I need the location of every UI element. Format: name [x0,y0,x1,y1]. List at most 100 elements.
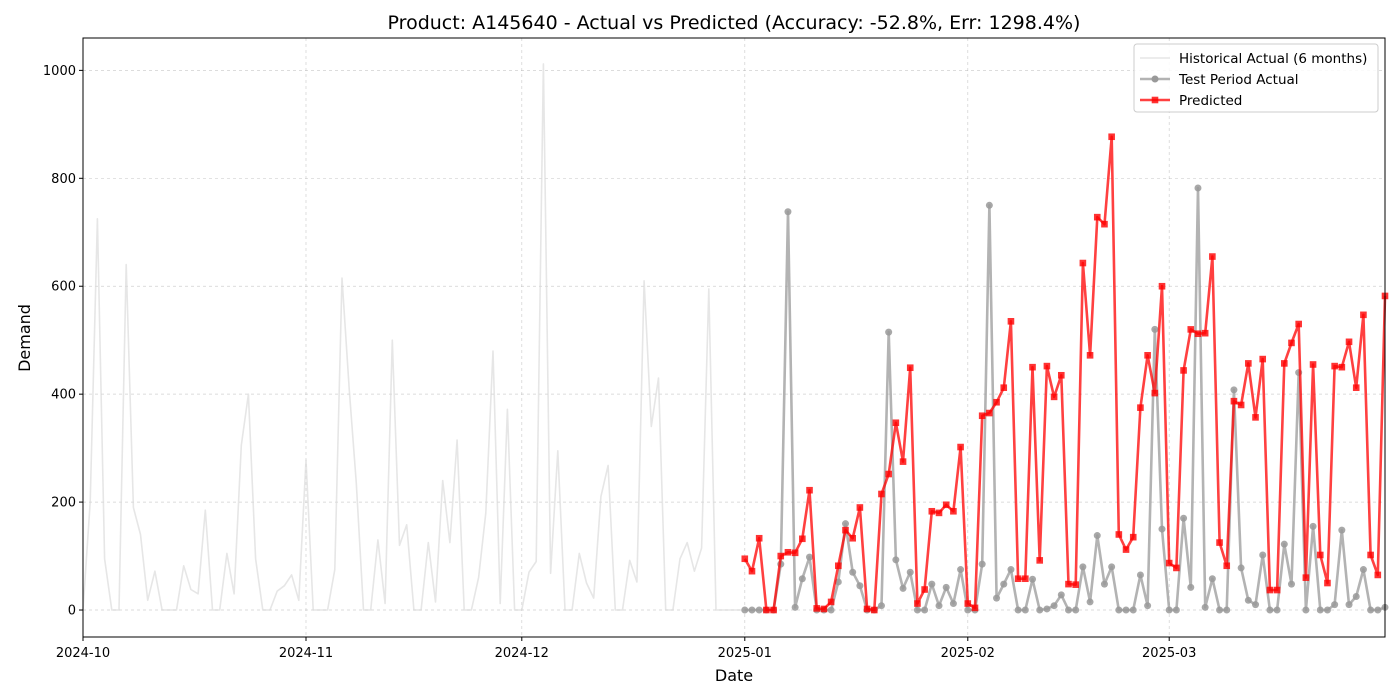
legend-item-2: Predicted [1140,93,1242,109]
data-point [863,605,871,613]
data-point [1331,601,1339,609]
data-point [914,600,921,607]
data-point [1187,583,1195,591]
data-point [1122,606,1130,614]
data-point [784,208,792,216]
data-point [1122,546,1130,553]
data-point [1172,606,1180,614]
data-point [791,549,799,557]
data-point [1151,389,1159,397]
data-point [1280,540,1288,548]
data-point [1252,601,1260,609]
legend-item-0: Historical Actual (6 months) [1140,51,1367,67]
data-point [1072,581,1079,588]
data-point [1086,352,1094,359]
data-point [878,490,885,498]
data-point [1129,533,1137,541]
data-point [1000,580,1008,588]
data-point [1137,404,1144,411]
data-point [820,605,828,613]
data-point [1316,606,1324,614]
data-point [935,602,943,610]
data-point [1280,360,1288,367]
data-point [1309,361,1317,368]
data-point [784,548,792,556]
legend: Historical Actual (6 months) Test Period … [1133,43,1379,113]
data-point [1302,606,1310,614]
data-point [827,598,835,606]
data-point [877,602,885,610]
data-point [885,328,893,336]
data-point [1158,525,1166,533]
legend-marker [1151,75,1159,83]
x-axis-title: Date [715,666,753,685]
data-point [1223,606,1231,614]
data-point [1237,401,1245,409]
data-point [777,552,785,560]
data-point [928,507,936,515]
data-point [1151,325,1159,333]
data-point [1043,362,1051,370]
data-point [856,504,864,511]
data-point [1064,606,1072,614]
data-point [1194,184,1202,192]
chart-title: Product: A145640 - Actual vs Predicted (… [388,12,1081,34]
data-point [1374,571,1382,579]
data-point [964,606,972,614]
data-point [1086,598,1094,606]
data-point [849,534,856,542]
x-tick-label: 2025-03 [1142,646,1196,661]
data-point [806,553,814,561]
data-point [1259,551,1267,559]
data-point [1014,575,1022,583]
data-point [935,509,943,517]
data-point [1338,526,1346,534]
data-point [899,584,907,592]
y-axis-title: Demand [15,304,34,372]
series-2 [741,133,1389,614]
data-point [1036,606,1044,614]
data-point [1208,575,1216,583]
data-point [906,568,914,576]
data-point [1266,586,1274,594]
data-point [1007,318,1015,325]
data-point [913,606,921,614]
data-point [885,470,892,478]
y-tick-label: 600 [51,280,76,295]
series-line [82,63,745,611]
data-point [1309,522,1317,530]
data-point [799,535,806,543]
legend-label: Test Period Actual [1178,72,1299,88]
data-point [1360,311,1367,319]
data-point [1230,397,1238,405]
data-point [1259,355,1267,363]
data-point [1302,574,1310,581]
data-point [741,555,749,563]
data-point [856,582,864,590]
data-point [1252,414,1259,421]
data-point [892,419,900,427]
data-point [870,606,878,614]
data-point [806,486,813,494]
data-point [755,606,763,614]
data-point [1057,591,1065,599]
data-point [1014,606,1022,614]
legend-label: Predicted [1179,93,1242,109]
data-point [1266,606,1274,614]
data-point [1115,606,1123,614]
data-point [1367,606,1375,614]
plot-frame [82,37,1386,638]
data-point [950,507,957,515]
data-point [1230,386,1238,394]
data-point [1216,606,1224,614]
data-point [1079,563,1087,571]
data-point [1187,326,1195,333]
y-tick-label: 800 [51,172,76,187]
data-point [1223,562,1231,570]
data-point [791,603,799,611]
data-point [1273,606,1281,614]
data-point [1209,253,1216,260]
data-point [957,566,965,574]
data-point [849,568,857,576]
